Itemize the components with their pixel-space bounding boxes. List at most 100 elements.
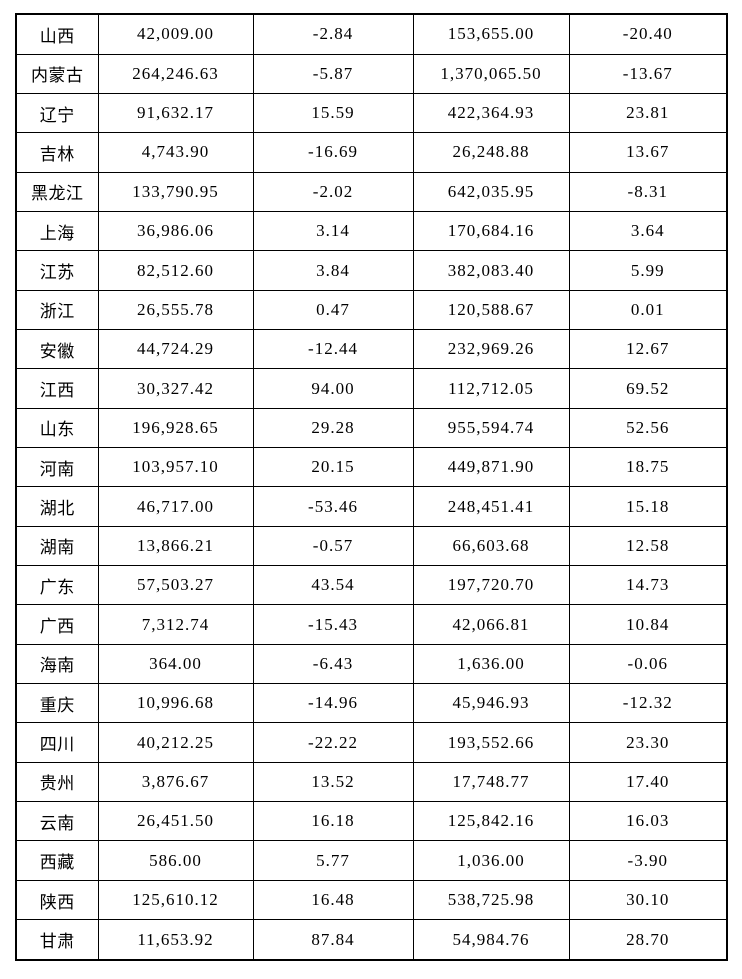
province-cell: 安徽 — [15, 329, 99, 370]
value1-cell: 4,743.90 — [97, 132, 254, 173]
pct1-cell: -2.02 — [252, 171, 414, 212]
value1-cell: 586.00 — [97, 840, 254, 881]
pct2-cell: 28.70 — [568, 919, 728, 961]
pct2-cell: 5.99 — [568, 250, 728, 291]
province-cell: 河南 — [15, 447, 99, 488]
value2-cell: 112,712.05 — [412, 368, 570, 409]
table-row: 辽宁 91,632.17 15.59 422,364.93 23.81 — [15, 92, 728, 134]
value2-cell: 382,083.40 — [412, 250, 570, 291]
pct2-cell: 23.30 — [568, 722, 728, 763]
value1-cell: 40,212.25 — [97, 722, 254, 763]
pct2-cell: 69.52 — [568, 368, 728, 409]
province-cell: 云南 — [15, 801, 99, 842]
value1-cell: 26,555.78 — [97, 289, 254, 331]
table-row: 广东 57,503.27 43.54 197,720.70 14.73 — [15, 565, 728, 606]
pct1-cell: 16.48 — [252, 879, 414, 921]
table-row: 湖南 13,866.21 -0.57 66,603.68 12.58 — [15, 525, 728, 567]
value1-cell: 44,724.29 — [97, 329, 254, 370]
value1-cell: 30,327.42 — [97, 368, 254, 409]
pct1-cell: -2.84 — [252, 13, 414, 55]
table-row: 云南 26,451.50 16.18 125,842.16 16.03 — [15, 801, 728, 842]
pct2-cell: 52.56 — [568, 407, 728, 449]
table-row: 河南 103,957.10 20.15 449,871.90 18.75 — [15, 447, 728, 488]
table-row: 浙江 26,555.78 0.47 120,588.67 0.01 — [15, 289, 728, 331]
value2-cell: 449,871.90 — [412, 447, 570, 488]
pct2-cell: 13.67 — [568, 132, 728, 173]
value1-cell: 36,986.06 — [97, 210, 254, 252]
table-row: 内蒙古 264,246.63 -5.87 1,370,065.50 -13.67 — [15, 53, 728, 94]
pct1-cell: -53.46 — [252, 486, 414, 527]
pct1-cell: 3.84 — [252, 250, 414, 291]
pct2-cell: 14.73 — [568, 565, 728, 606]
value1-cell: 3,876.67 — [97, 761, 254, 803]
table-row: 安徽 44,724.29 -12.44 232,969.26 12.67 — [15, 329, 728, 370]
pct2-cell: 23.81 — [568, 92, 728, 134]
table-row: 陕西 125,610.12 16.48 538,725.98 30.10 — [15, 879, 728, 921]
value2-cell: 197,720.70 — [412, 565, 570, 606]
pct2-cell: 0.01 — [568, 289, 728, 331]
pct2-cell: 18.75 — [568, 447, 728, 488]
value2-cell: 538,725.98 — [412, 879, 570, 921]
province-cell: 山西 — [15, 13, 99, 55]
pct2-cell: 12.58 — [568, 525, 728, 567]
table-row: 山东 196,928.65 29.28 955,594.74 52.56 — [15, 407, 728, 449]
province-cell: 辽宁 — [15, 92, 99, 134]
province-cell: 上海 — [15, 210, 99, 252]
value2-cell: 170,684.16 — [412, 210, 570, 252]
table-row: 江苏 82,512.60 3.84 382,083.40 5.99 — [15, 250, 728, 291]
table-row: 黑龙江 133,790.95 -2.02 642,035.95 -8.31 — [15, 171, 728, 212]
value1-cell: 264,246.63 — [97, 53, 254, 94]
value2-cell: 1,370,065.50 — [412, 53, 570, 94]
value1-cell: 133,790.95 — [97, 171, 254, 212]
pct1-cell: 16.18 — [252, 801, 414, 842]
pct2-cell: -8.31 — [568, 171, 728, 212]
value1-cell: 125,610.12 — [97, 879, 254, 921]
table-row: 海南 364.00 -6.43 1,636.00 -0.06 — [15, 643, 728, 685]
pct2-cell: -13.67 — [568, 53, 728, 94]
value1-cell: 82,512.60 — [97, 250, 254, 291]
province-cell: 江西 — [15, 368, 99, 409]
pct2-cell: -12.32 — [568, 683, 728, 724]
pct1-cell: 15.59 — [252, 92, 414, 134]
pct2-cell: -20.40 — [568, 13, 728, 55]
pct1-cell: -6.43 — [252, 643, 414, 685]
value2-cell: 422,364.93 — [412, 92, 570, 134]
pct1-cell: 0.47 — [252, 289, 414, 331]
value1-cell: 103,957.10 — [97, 447, 254, 488]
pct1-cell: -16.69 — [252, 132, 414, 173]
value1-cell: 91,632.17 — [97, 92, 254, 134]
pct1-cell: -5.87 — [252, 53, 414, 94]
province-cell: 广东 — [15, 565, 99, 606]
pct2-cell: 30.10 — [568, 879, 728, 921]
pct1-cell: -12.44 — [252, 329, 414, 370]
pct2-cell: 15.18 — [568, 486, 728, 527]
table-row: 江西 30,327.42 94.00 112,712.05 69.52 — [15, 368, 728, 409]
province-cell: 浙江 — [15, 289, 99, 331]
pct1-cell: 87.84 — [252, 919, 414, 961]
pct1-cell: -0.57 — [252, 525, 414, 567]
value2-cell: 153,655.00 — [412, 13, 570, 55]
pct2-cell: 16.03 — [568, 801, 728, 842]
value2-cell: 120,588.67 — [412, 289, 570, 331]
pct1-cell: -22.22 — [252, 722, 414, 763]
pct1-cell: -14.96 — [252, 683, 414, 724]
table-row: 上海 36,986.06 3.14 170,684.16 3.64 — [15, 210, 728, 252]
value2-cell: 54,984.76 — [412, 919, 570, 961]
value2-cell: 1,636.00 — [412, 643, 570, 685]
value1-cell: 11,653.92 — [97, 919, 254, 961]
province-cell: 山东 — [15, 407, 99, 449]
province-cell: 甘肃 — [15, 919, 99, 961]
value2-cell: 642,035.95 — [412, 171, 570, 212]
table-row: 山西 42,009.00 -2.84 153,655.00 -20.40 — [15, 13, 728, 55]
province-cell: 广西 — [15, 604, 99, 645]
pct1-cell: 3.14 — [252, 210, 414, 252]
province-cell: 陕西 — [15, 879, 99, 921]
pct2-cell: -3.90 — [568, 840, 728, 881]
pct1-cell: -15.43 — [252, 604, 414, 645]
pct1-cell: 43.54 — [252, 565, 414, 606]
value1-cell: 42,009.00 — [97, 13, 254, 55]
value2-cell: 1,036.00 — [412, 840, 570, 881]
value1-cell: 7,312.74 — [97, 604, 254, 645]
value2-cell: 17,748.77 — [412, 761, 570, 803]
province-cell: 四川 — [15, 722, 99, 763]
